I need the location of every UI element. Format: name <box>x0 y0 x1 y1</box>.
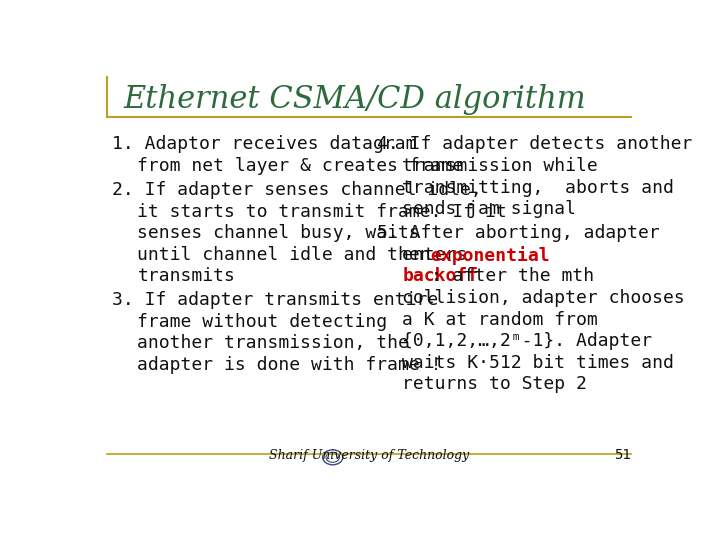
Text: enters: enters <box>402 246 479 264</box>
Text: returns to Step 2: returns to Step 2 <box>402 375 588 394</box>
Text: 51: 51 <box>614 448 631 462</box>
Text: Sharif University of Technology: Sharif University of Technology <box>269 449 469 462</box>
Text: another transmission, the: another transmission, the <box>138 334 409 353</box>
Text: it starts to transmit frame. If it: it starts to transmit frame. If it <box>138 202 507 220</box>
Text: frame without detecting: frame without detecting <box>138 313 387 331</box>
Text: transmits: transmits <box>138 267 235 285</box>
Text: 1. Adaptor receives datagram: 1. Adaptor receives datagram <box>112 136 417 153</box>
Text: : after the mth: : after the mth <box>431 267 594 285</box>
Text: 3. If adapter transmits entire: 3. If adapter transmits entire <box>112 291 438 309</box>
Text: 2. If adapter senses channel idle,: 2. If adapter senses channel idle, <box>112 181 482 199</box>
Text: a K at random from: a K at random from <box>402 310 598 329</box>
Text: collision, adapter chooses: collision, adapter chooses <box>402 289 685 307</box>
Text: transmitting,  aborts and: transmitting, aborts and <box>402 179 675 197</box>
Text: from net layer & creates frame: from net layer & creates frame <box>138 157 464 175</box>
Text: 4. If adapter detects another: 4. If adapter detects another <box>377 136 693 153</box>
Text: until channel idle and then: until channel idle and then <box>138 246 431 264</box>
Text: waits K·512 bit times and: waits K·512 bit times and <box>402 354 675 372</box>
Text: Ethernet CSMA/CD algorithm: Ethernet CSMA/CD algorithm <box>124 84 586 114</box>
Text: adapter is done with frame !: adapter is done with frame ! <box>138 356 442 374</box>
Text: backoff: backoff <box>402 267 479 285</box>
Text: senses channel busy, waits: senses channel busy, waits <box>138 224 420 242</box>
Text: 5. After aborting, adapter: 5. After aborting, adapter <box>377 224 660 242</box>
Text: {0,1,2,…,2ᵐ-1}. Adapter: {0,1,2,…,2ᵐ-1}. Adapter <box>402 332 652 350</box>
Text: transmission while: transmission while <box>402 157 598 175</box>
Text: sends jam signal: sends jam signal <box>402 200 577 218</box>
Text: exponential: exponential <box>431 246 550 265</box>
